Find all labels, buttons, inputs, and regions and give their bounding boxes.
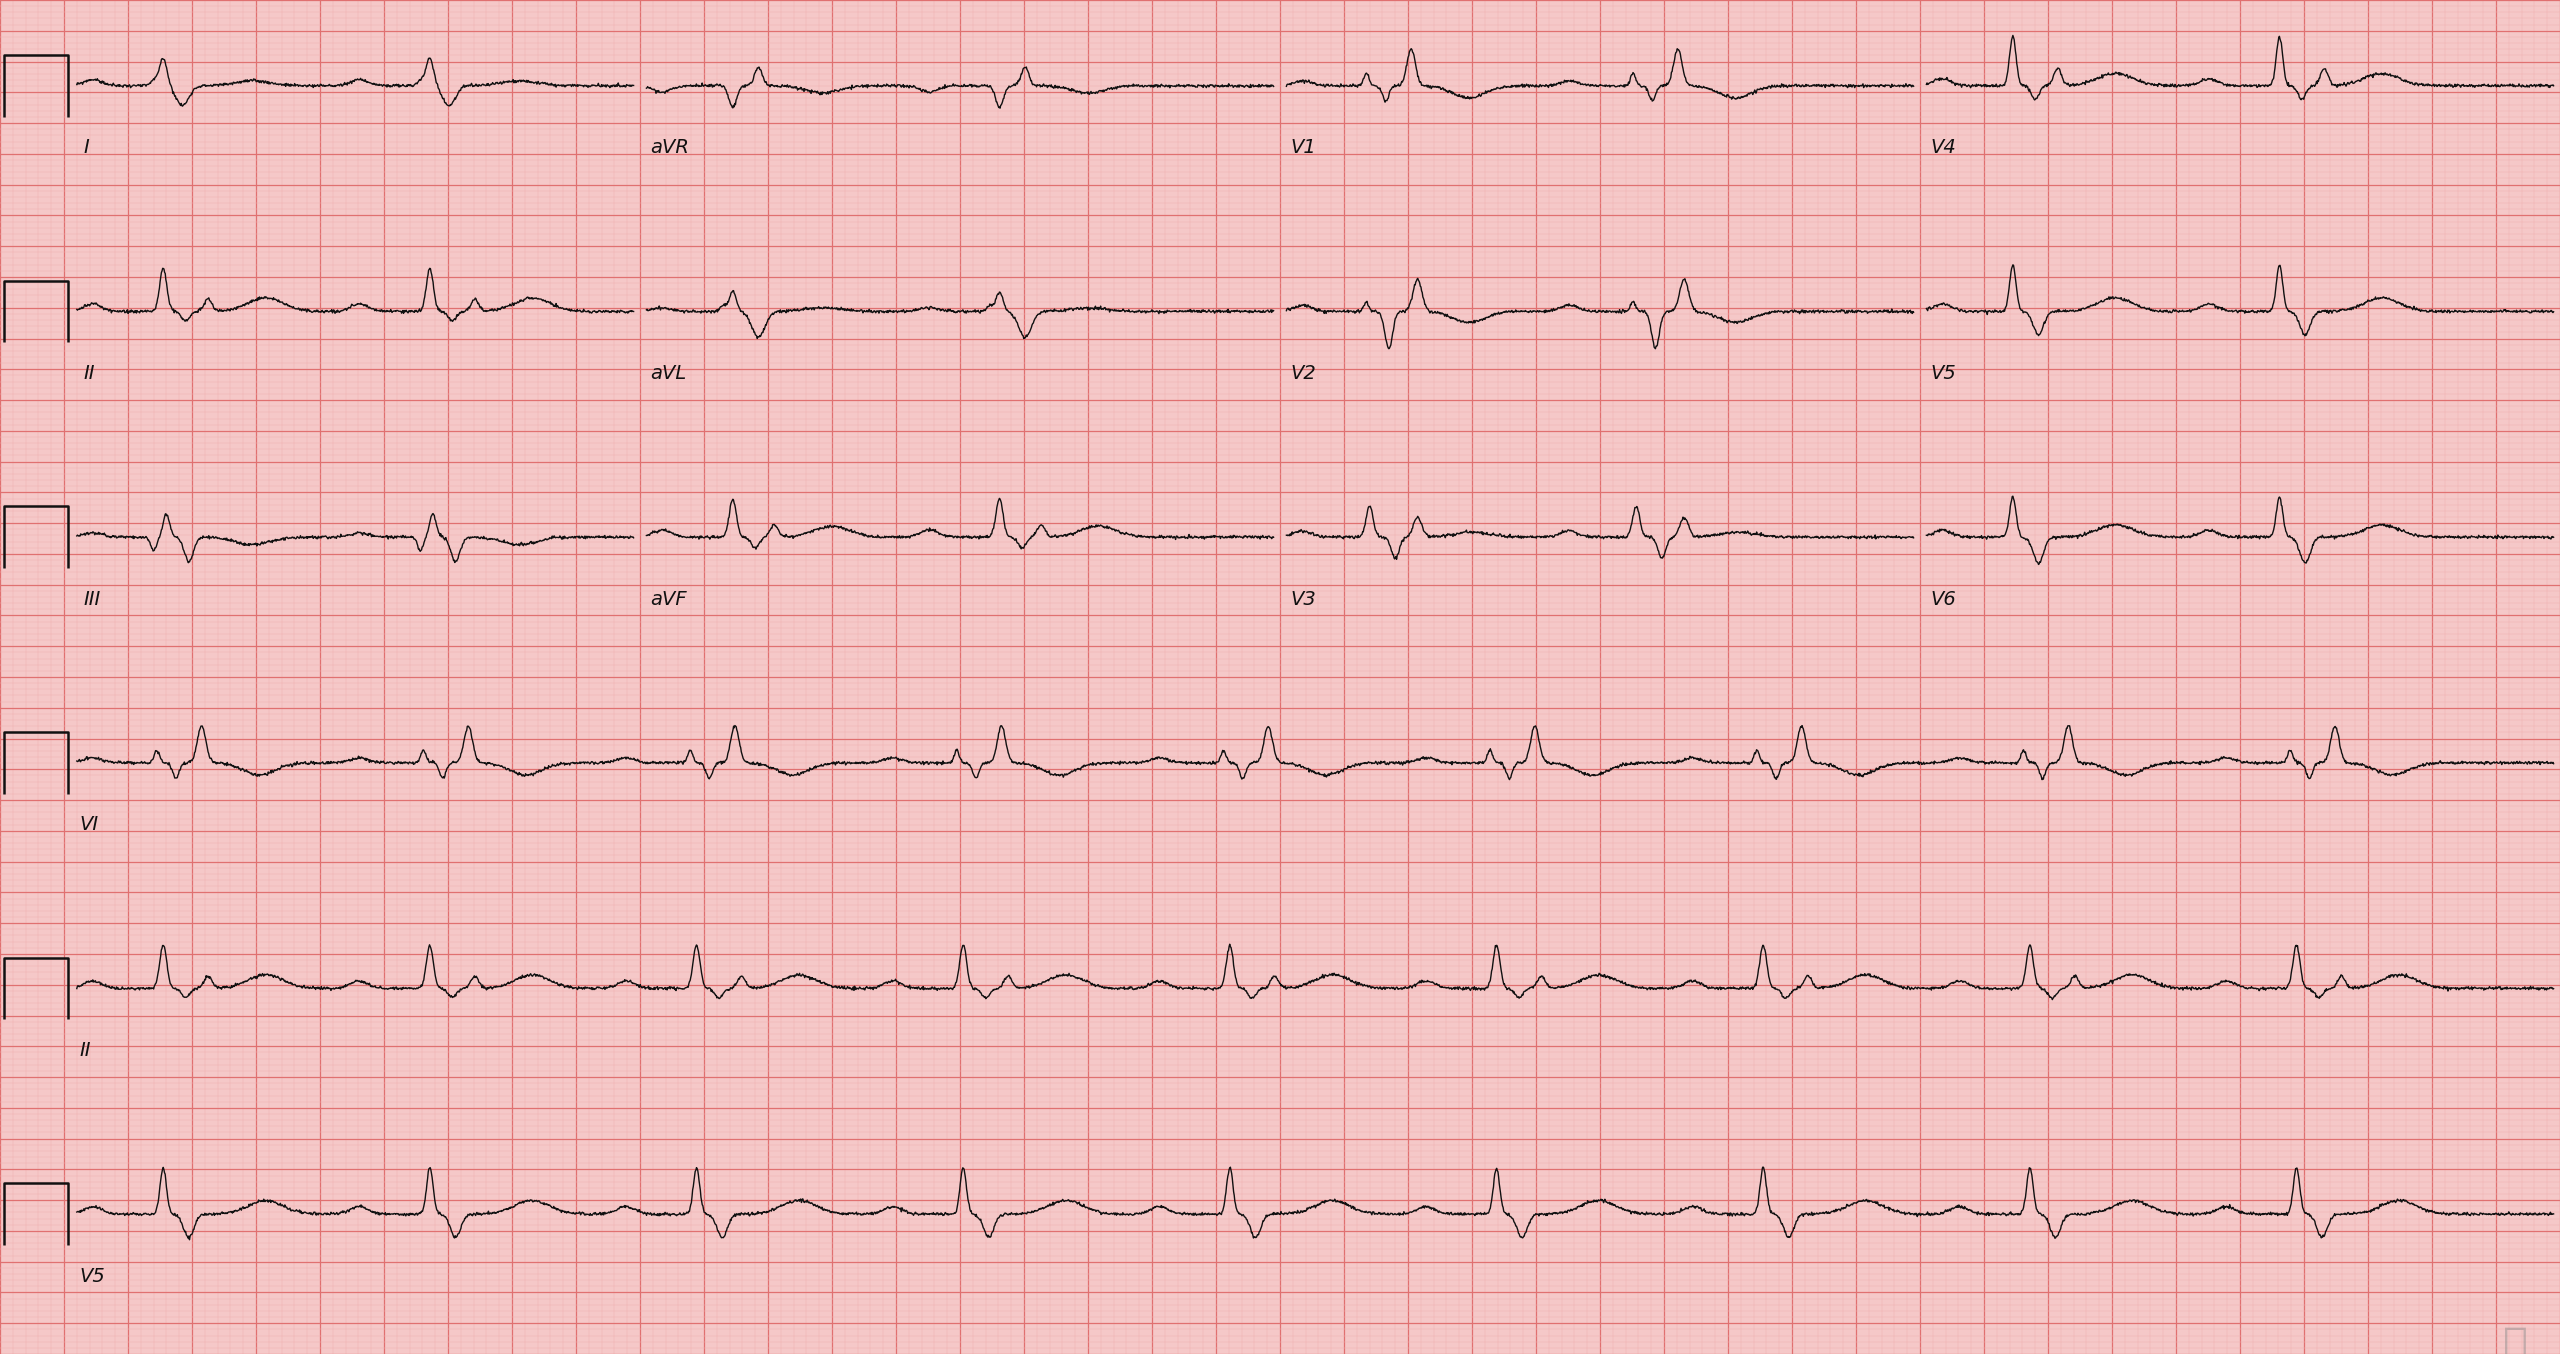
Text: 🐂: 🐂 (2504, 1324, 2527, 1354)
Text: V3: V3 (1290, 590, 1316, 609)
Text: V4: V4 (1930, 138, 1956, 157)
Text: I: I (82, 138, 90, 157)
Text: III: III (82, 590, 100, 609)
Text: V5: V5 (1930, 364, 1956, 383)
Text: II: II (79, 1041, 90, 1060)
Text: V1: V1 (1290, 138, 1316, 157)
Text: aVR: aVR (650, 138, 689, 157)
Text: aVF: aVF (650, 590, 686, 609)
Text: V5: V5 (79, 1267, 105, 1286)
Text: VI: VI (79, 815, 97, 834)
Text: V6: V6 (1930, 590, 1956, 609)
Text: II: II (82, 364, 95, 383)
Text: aVL: aVL (650, 364, 686, 383)
Text: V2: V2 (1290, 364, 1316, 383)
